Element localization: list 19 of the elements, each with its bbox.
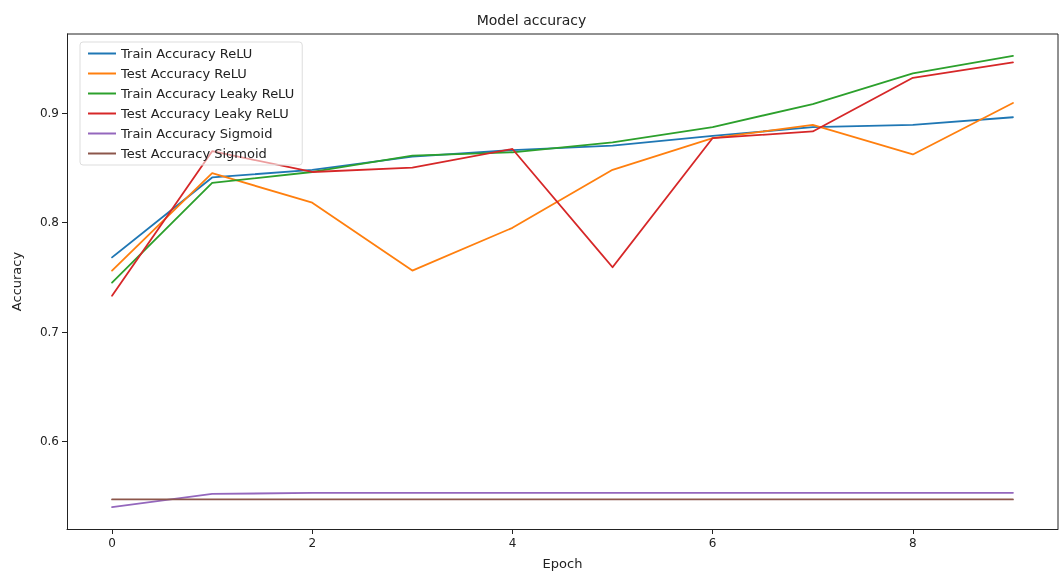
x-tick-label: 4 [508,536,517,550]
x-tick-label: 8 [909,536,917,550]
x-axis-title: Epoch [542,556,583,571]
chart-title: Model accuracy [476,12,587,28]
x-tick-label: 2 [308,536,317,550]
legend-label: Test Accuracy ReLU [120,66,247,81]
y-tick-label: 0.9 [39,105,59,120]
y-axis-title: Accuracy [9,251,24,312]
legend-label: Train Accuracy Leaky ReLU [120,86,295,101]
legend-label: Train Accuracy Sigmoid [120,126,273,141]
line-series [111,102,1014,272]
legend-label: Test Accuracy Sigmoid [120,146,267,161]
x-tick-label: 6 [708,536,717,550]
y-tick-label: 0.6 [39,434,59,449]
y-tick-label: 0.8 [39,215,59,230]
legend-label: Test Accuracy Leaky ReLU [120,106,289,121]
y-tick-label: 0.7 [39,324,59,339]
x-tick-label: 0 [108,536,116,550]
legend-label: Train Accuracy ReLU [120,46,253,61]
